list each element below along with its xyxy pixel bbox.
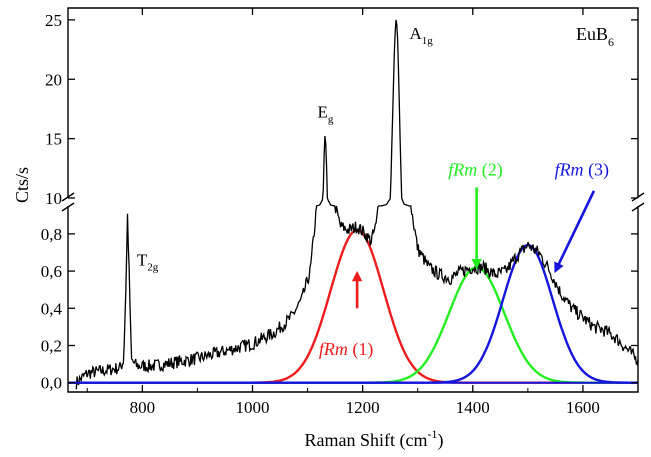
- spectrum-line: [75, 19, 638, 390]
- fit-label-3: fRm (3): [555, 159, 610, 180]
- fit-label-2: fRm (2): [448, 159, 503, 180]
- plot-area: [68, 19, 638, 390]
- y-upper-tick-label: 25: [45, 11, 62, 30]
- fit-arrow-3: [554, 190, 596, 273]
- material-base: EuB: [576, 24, 608, 44]
- x-tick-label: 1000: [235, 398, 269, 417]
- y-lower-tick-label: 0,8: [41, 225, 62, 244]
- y-lower-tick-label: 0,4: [41, 299, 63, 318]
- y-lower-tick-label: 0,0: [41, 374, 62, 393]
- phonon-label-t: T2g: [137, 251, 159, 274]
- y-upper-tick-label: 10: [45, 189, 62, 208]
- break-mark: [61, 192, 75, 202]
- x-axis-label: Raman Shift (cm-1): [305, 427, 444, 451]
- material-label: EuB6: [576, 24, 614, 49]
- break-mark: [631, 192, 645, 202]
- y-axis-label: Cts/s: [12, 167, 32, 203]
- phonon-label-e: Eg: [317, 102, 333, 125]
- fit-curve-1: [68, 229, 638, 384]
- break-mark: [631, 202, 645, 212]
- lower-frame: [67, 206, 639, 393]
- break-gap-0: [60, 198, 76, 206]
- y-lower-tick-label: 0,2: [41, 337, 62, 356]
- y-upper-tick-label: 15: [45, 130, 62, 149]
- y-lower-tick-label: 0,6: [41, 262, 62, 281]
- x-tick-label: 800: [130, 398, 156, 417]
- series-group: [68, 19, 638, 390]
- x-axis-label-main: Raman Shift (cm: [305, 430, 428, 451]
- labels: Cts/s Raman Shift (cm-1) EuB6 T2g Eg A1g fR…: [12, 24, 614, 451]
- break-gap-1: [630, 198, 646, 206]
- break-mark: [61, 202, 75, 212]
- fit-label-1: fRm (1): [319, 339, 374, 360]
- x-axis-label-close: ): [437, 430, 443, 451]
- y-upper-tick-label: 20: [45, 70, 62, 89]
- x-tick-label: 1600: [566, 398, 600, 417]
- axes: 0,0 0,2 0,4 0,6 0,8 10 15 20 25 800 1000 1200 1400 16…: [41, 7, 646, 417]
- x-axis-label-exponent: -1: [427, 427, 437, 441]
- phonon-label-a: A1g: [409, 24, 433, 47]
- x-tick-label: 1200: [346, 398, 380, 417]
- upper-frame: [67, 7, 639, 198]
- x-tick-label: 1400: [456, 398, 490, 417]
- material-subscript: 6: [608, 35, 614, 49]
